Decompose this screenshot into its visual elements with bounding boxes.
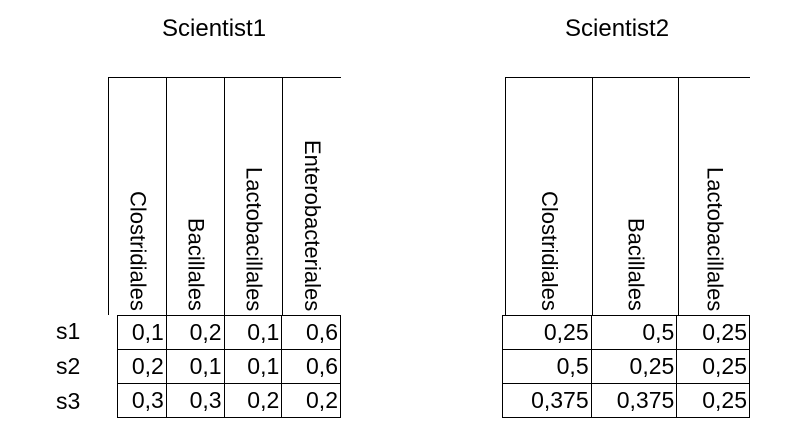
column-header-label: Bacillales: [623, 218, 649, 311]
table-cell: 0,25: [676, 349, 750, 384]
column-header: Bacillales: [166, 77, 224, 315]
column-header: Lactobacillales: [678, 77, 750, 315]
column-header-label: Enterobacteriales: [300, 139, 325, 311]
table-row: 0,2 0,1 0,1 0,6: [117, 349, 341, 384]
column-header-label: Lactobacillales: [241, 166, 267, 311]
row-label: s2: [56, 353, 81, 379]
row-label: s3: [56, 388, 81, 414]
table-cell: 0,1: [117, 315, 167, 350]
table-cell: 0,1: [223, 315, 283, 350]
table-cell: 0,1: [165, 349, 225, 384]
column-header: Bacillales: [592, 77, 678, 315]
column-header: Lactobacillales: [224, 77, 282, 315]
row-labels: s1 s2 s3: [56, 314, 80, 419]
column-header-label: Clostridiales: [537, 191, 562, 311]
table-title-scientist1: Scientist1: [162, 15, 267, 42]
table-row: 0,5 0,25 0,25: [502, 349, 750, 384]
table-row: 0,1 0,2 0,1 0,6: [117, 315, 341, 350]
table-cell: 0,25: [502, 315, 592, 350]
table-cell: 0,2: [117, 349, 167, 384]
table-title-scientist2: Scientist2: [565, 15, 670, 42]
column-header-label: Bacillales: [183, 218, 209, 311]
table-cell: 0,2: [223, 383, 283, 418]
data-grid: 0,1 0,2 0,1 0,6 0,2 0,1 0,1 0,6 0,3 0,3 …: [117, 315, 341, 418]
table-cell: 0,25: [590, 349, 678, 384]
column-header: Clostridiales: [108, 77, 166, 315]
table-cell: 0,3: [165, 383, 225, 418]
column-header: Enterobacteriales: [282, 77, 341, 315]
header-top-border: [505, 77, 750, 78]
table-cell: 0,375: [502, 383, 592, 418]
table-cell: 0,375: [590, 383, 678, 418]
table-row: 0,25 0,5 0,25: [502, 315, 750, 350]
table-cell: 0,6: [281, 349, 341, 384]
table-cell: 0,3: [117, 383, 167, 418]
table-scientist1: Clostridiales Bacillales Lactobacillales…: [108, 77, 342, 419]
column-header: Clostridiales: [505, 77, 592, 315]
table-cell: 0,6: [281, 315, 341, 350]
table-cell: 0,2: [281, 383, 341, 418]
table-cell: 0,2: [165, 315, 225, 350]
table-scientist2: Clostridiales Bacillales Lactobacillales…: [502, 77, 751, 419]
table-row: 0,3 0,3 0,2 0,2: [117, 383, 341, 418]
data-grid: 0,25 0,5 0,25 0,5 0,25 0,25 0,375 0,375 …: [502, 315, 750, 418]
table-cell: 0,25: [676, 315, 750, 350]
column-header-label: Clostridiales: [125, 191, 151, 311]
table-cell: 0,5: [590, 315, 678, 350]
table-row: 0,375 0,375 0,25: [502, 383, 750, 418]
row-label: s1: [56, 318, 81, 344]
table-cell: 0,1: [223, 349, 283, 384]
table-cell: 0,25: [676, 383, 750, 418]
column-header-label: Lactobacillales: [702, 166, 728, 311]
table-cell: 0,5: [502, 349, 592, 384]
